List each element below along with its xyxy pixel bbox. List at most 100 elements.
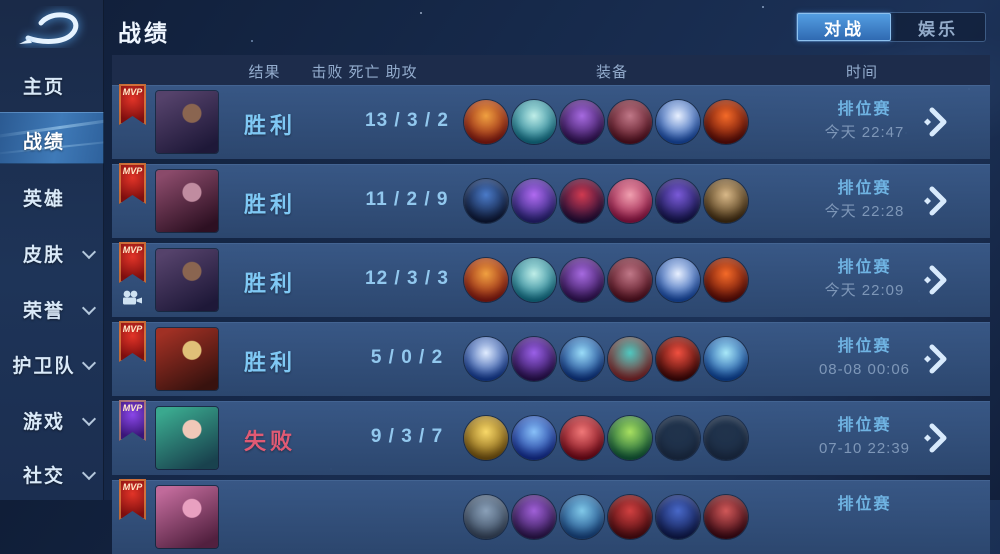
match-result: 胜利 xyxy=(243,192,296,217)
kda-value: 13 / 3 / 2 xyxy=(365,110,449,131)
match-time: 今天 22:47 xyxy=(824,124,905,141)
match-info: 排位赛 今天 22:28 xyxy=(772,177,957,223)
match-row[interactable]: MVP 胜利 11 / 2 / 9 排位赛 今天 22:28 xyxy=(112,163,990,238)
mvp-badge-label: MVP xyxy=(122,482,143,492)
mvp-badge-label: MVP xyxy=(122,324,143,334)
mvp-badge-label: MVP xyxy=(122,87,143,97)
match-type: 排位赛 xyxy=(837,180,892,197)
equipment-item-icon xyxy=(464,100,508,144)
chevron-down-icon xyxy=(81,244,97,260)
kda-value: 9 / 3 / 7 xyxy=(370,426,444,447)
equipment-item-icon xyxy=(512,258,556,302)
match-row[interactable]: MVP 胜利 5 / 0 / 2 排位赛 08-08 00:06 xyxy=(112,321,990,396)
equipment-item-icon xyxy=(656,179,700,223)
mvp-badge: MVP xyxy=(119,242,146,283)
hero-avatar xyxy=(156,486,218,548)
equipment-item-icon xyxy=(608,495,652,539)
sidebar-item-label: 社交 xyxy=(22,466,65,487)
sidebar-item-game[interactable]: 游戏 xyxy=(0,407,104,437)
equipment-item-icon xyxy=(560,100,604,144)
match-row[interactable]: MVP 胜利 13 / 3 / 2 排位赛 今天 22:47 xyxy=(112,84,990,159)
equipment-item-icon xyxy=(560,495,604,539)
equipment-item-icon xyxy=(656,495,700,539)
equipment-item-icon xyxy=(464,416,508,460)
sidebar-item-social[interactable]: 社交 xyxy=(0,461,104,491)
match-type: 排位赛 xyxy=(837,496,892,513)
kda-value: 12 / 3 / 3 xyxy=(365,268,449,289)
match-type: 排位赛 xyxy=(837,338,892,355)
match-info: 排位赛 08-08 00:06 xyxy=(772,335,957,381)
equipment-item-icon xyxy=(608,416,652,460)
hero-avatar xyxy=(156,407,218,469)
sidebar-item-guard-team[interactable]: 护卫队 xyxy=(0,351,104,381)
sidebar-item-heroes[interactable]: 英雄 xyxy=(0,184,104,214)
header-equipment: 装备 xyxy=(595,64,628,81)
equipment-item-icon xyxy=(608,337,652,381)
chevron-right-icon[interactable] xyxy=(923,344,948,379)
equipment-item-icon xyxy=(560,337,604,381)
match-result: 胜利 xyxy=(243,113,296,138)
match-info: 排位赛 今天 22:47 xyxy=(772,98,957,144)
match-time: 07-10 22:39 xyxy=(818,440,911,457)
equipment-item-icon xyxy=(464,337,508,381)
match-row[interactable]: MVP 失败 9 / 3 / 7 排位赛 07-10 22:39 xyxy=(112,400,990,475)
match-result: 胜利 xyxy=(243,350,296,375)
chevron-down-icon xyxy=(81,355,97,371)
equipment-item-icon xyxy=(512,495,556,539)
equipment-item-icon xyxy=(608,179,652,223)
header-time: 时间 xyxy=(845,64,878,81)
sidebar-item-label: 皮肤 xyxy=(22,245,65,266)
mvp-badge-label: MVP xyxy=(122,166,143,176)
match-result: 胜利 xyxy=(243,271,296,296)
equipment-item-icon xyxy=(512,179,556,223)
equipment-item-icon xyxy=(656,100,700,144)
equipment-item-icon xyxy=(464,495,508,539)
sidebar-item-match-record[interactable]: 战绩 xyxy=(0,112,104,164)
tab-casual[interactable]: 娱乐 xyxy=(918,19,958,39)
hero-avatar xyxy=(156,170,218,232)
sidebar: 主页 战绩 英雄 皮肤 荣誉 护卫队 游戏 社交 xyxy=(0,0,104,500)
kda-value: 11 / 2 / 9 xyxy=(365,189,449,210)
chevron-right-icon[interactable] xyxy=(923,423,948,458)
match-info: 排位赛 今天 22:09 xyxy=(772,256,957,302)
equipment-list xyxy=(464,495,748,539)
sidebar-item-label: 护卫队 xyxy=(12,356,76,377)
equipment-list xyxy=(464,100,748,144)
match-type: 排位赛 xyxy=(837,101,892,118)
equipment-item-icon xyxy=(704,258,748,302)
chevron-down-icon xyxy=(81,465,97,481)
hero-avatar xyxy=(156,91,218,153)
equipment-item-icon xyxy=(656,258,700,302)
match-time: 今天 22:28 xyxy=(824,203,905,220)
mvp-badge-label: MVP xyxy=(122,403,143,413)
mvp-badge: MVP xyxy=(119,321,146,362)
equipment-item-icon xyxy=(512,337,556,381)
match-row[interactable]: MVP 排位赛 xyxy=(112,479,990,554)
chevron-down-icon xyxy=(81,411,97,427)
hero-avatar xyxy=(156,328,218,390)
equipment-item-icon xyxy=(656,337,700,381)
sidebar-item-label: 主页 xyxy=(22,77,65,98)
replay-camera-icon[interactable] xyxy=(121,290,143,311)
equipment-item-icon xyxy=(512,416,556,460)
sidebar-item-skins[interactable]: 皮肤 xyxy=(0,240,104,270)
equipment-item-icon xyxy=(704,100,748,144)
equipment-list xyxy=(464,179,748,223)
mode-tabs: 对战 娱乐 xyxy=(796,12,986,42)
sidebar-item-honors[interactable]: 荣誉 xyxy=(0,296,104,326)
match-row[interactable]: MVP 胜利 12 / 3 / 3 排位赛 今天 22:09 xyxy=(112,242,990,317)
equipment-list xyxy=(464,416,748,460)
equipment-list xyxy=(464,258,748,302)
mvp-badge: MVP xyxy=(119,163,146,204)
chevron-right-icon[interactable] xyxy=(923,107,948,142)
chevron-right-icon[interactable] xyxy=(923,186,948,221)
match-info: 排位赛 07-10 22:39 xyxy=(772,414,957,460)
sidebar-item-label: 战绩 xyxy=(22,132,65,153)
equipment-item-icon xyxy=(464,179,508,223)
sidebar-item-home[interactable]: 主页 xyxy=(0,72,104,102)
header-kda: 击败 死亡 助攻 xyxy=(311,64,418,81)
chevron-right-icon[interactable] xyxy=(923,265,948,300)
mvp-badge: MVP xyxy=(119,84,146,125)
match-info: 排位赛 xyxy=(772,493,957,516)
tab-versus[interactable]: 对战 xyxy=(797,13,891,41)
